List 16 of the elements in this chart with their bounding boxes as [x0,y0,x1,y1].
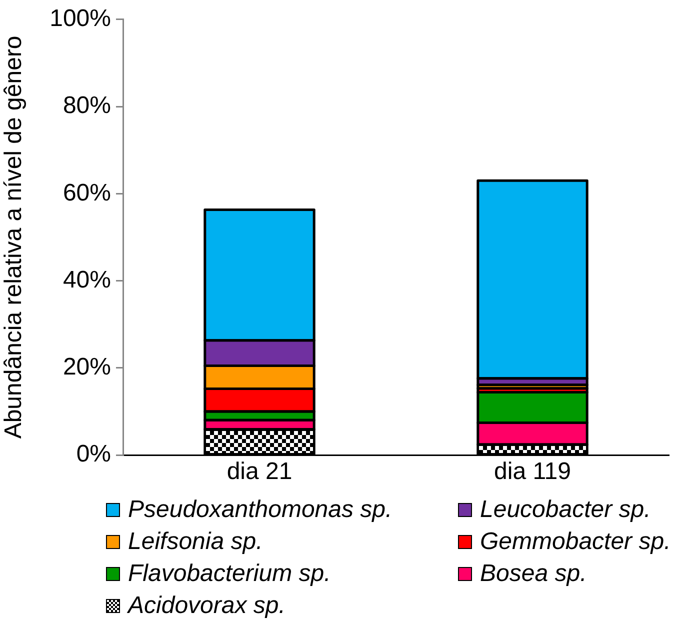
legend-label: Leucobacter sp. [480,496,651,524]
legend-label: Pseudoxanthomonas sp. [128,496,392,524]
legend-label: Leifsonia sp. [128,528,263,556]
y-tick-label: 20% [62,354,111,381]
y-tick-label: 80% [62,92,111,120]
y-tick-label: 0% [76,440,111,468]
legend-label: Gemmobacter sp. [480,528,671,556]
legend-label: Flavobacterium sp. [128,560,331,588]
x-tick-label: dia 119 [494,458,571,486]
y-tick-label: 60% [62,179,111,206]
legend-label: Bosea sp. [480,560,587,588]
legend-label: Acidovorax sp. [128,592,286,620]
y-tick-label: 40% [62,266,111,294]
y-tick-label: 100% [50,5,111,32]
y-axis-title: Abundância relativa a nível de gênero [0,36,28,439]
x-tick-label: dia 21 [226,458,292,486]
